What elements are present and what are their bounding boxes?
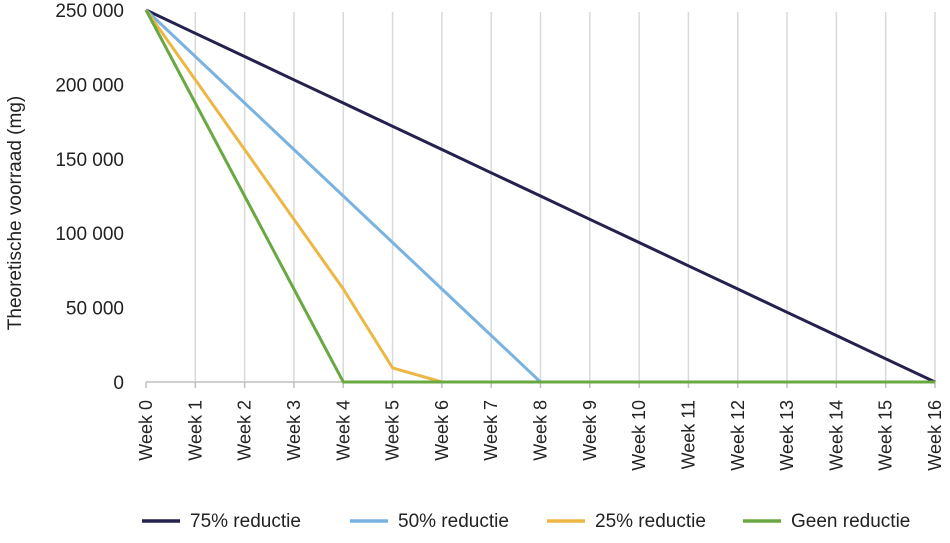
y-tick-label: 0: [113, 373, 124, 394]
x-tick-label: Week 6: [432, 400, 452, 461]
x-tick-label: Week 2: [235, 400, 255, 461]
y-tick-label: 50 000: [66, 299, 124, 320]
x-tick-label: Week 13: [777, 400, 797, 471]
x-axis-ticks: Week 0 Week 1 Week 2 Week 3 Week 4 Week 5 Week…: [136, 382, 945, 471]
legend-label: 25% reductie: [595, 511, 706, 532]
legend-label: 50% reductie: [398, 511, 509, 532]
legend-label: 75% reductie: [190, 511, 301, 532]
x-tick-label: Week 5: [383, 400, 403, 461]
series-line-3: [144, 9, 935, 384]
x-tick-label: Week 9: [580, 400, 600, 461]
x-tick-label: Week 11: [678, 400, 698, 469]
y-tick-label: 200 000: [55, 75, 124, 96]
gridlines: [194, 12, 936, 382]
x-tick-label: Week 0: [136, 400, 156, 461]
x-tick-label: Week 14: [826, 400, 846, 471]
x-tick-label: Week 1: [185, 400, 205, 461]
y-axis-ticks: 0 50 000 100 000 150 000 200 000 250 000: [55, 1, 124, 394]
x-tick-label: Week 15: [876, 400, 896, 471]
series-line-0: [145, 8, 936, 384]
y-tick-label: 250 000: [55, 1, 124, 22]
x-tick-label: Week 7: [481, 400, 501, 461]
x-tick-label: Week 16: [925, 400, 945, 471]
x-tick-label: Week 8: [531, 400, 551, 461]
series-lines: [144, 8, 936, 384]
x-tick-label: Week 4: [333, 400, 353, 461]
x-tick-label: Week 10: [629, 400, 649, 471]
x-tick-label: Week 12: [728, 400, 748, 471]
y-tick-label: 150 000: [55, 150, 124, 171]
x-tick-label: Week 3: [284, 400, 304, 461]
y-tick-label: 100 000: [55, 224, 124, 245]
legend-label: Geen reductie: [791, 511, 910, 532]
y-axis-label: Theoretische voorraad (mg): [5, 96, 26, 330]
legend: 75% reductie 50% reductie 25% reductie Geen…: [142, 511, 910, 532]
